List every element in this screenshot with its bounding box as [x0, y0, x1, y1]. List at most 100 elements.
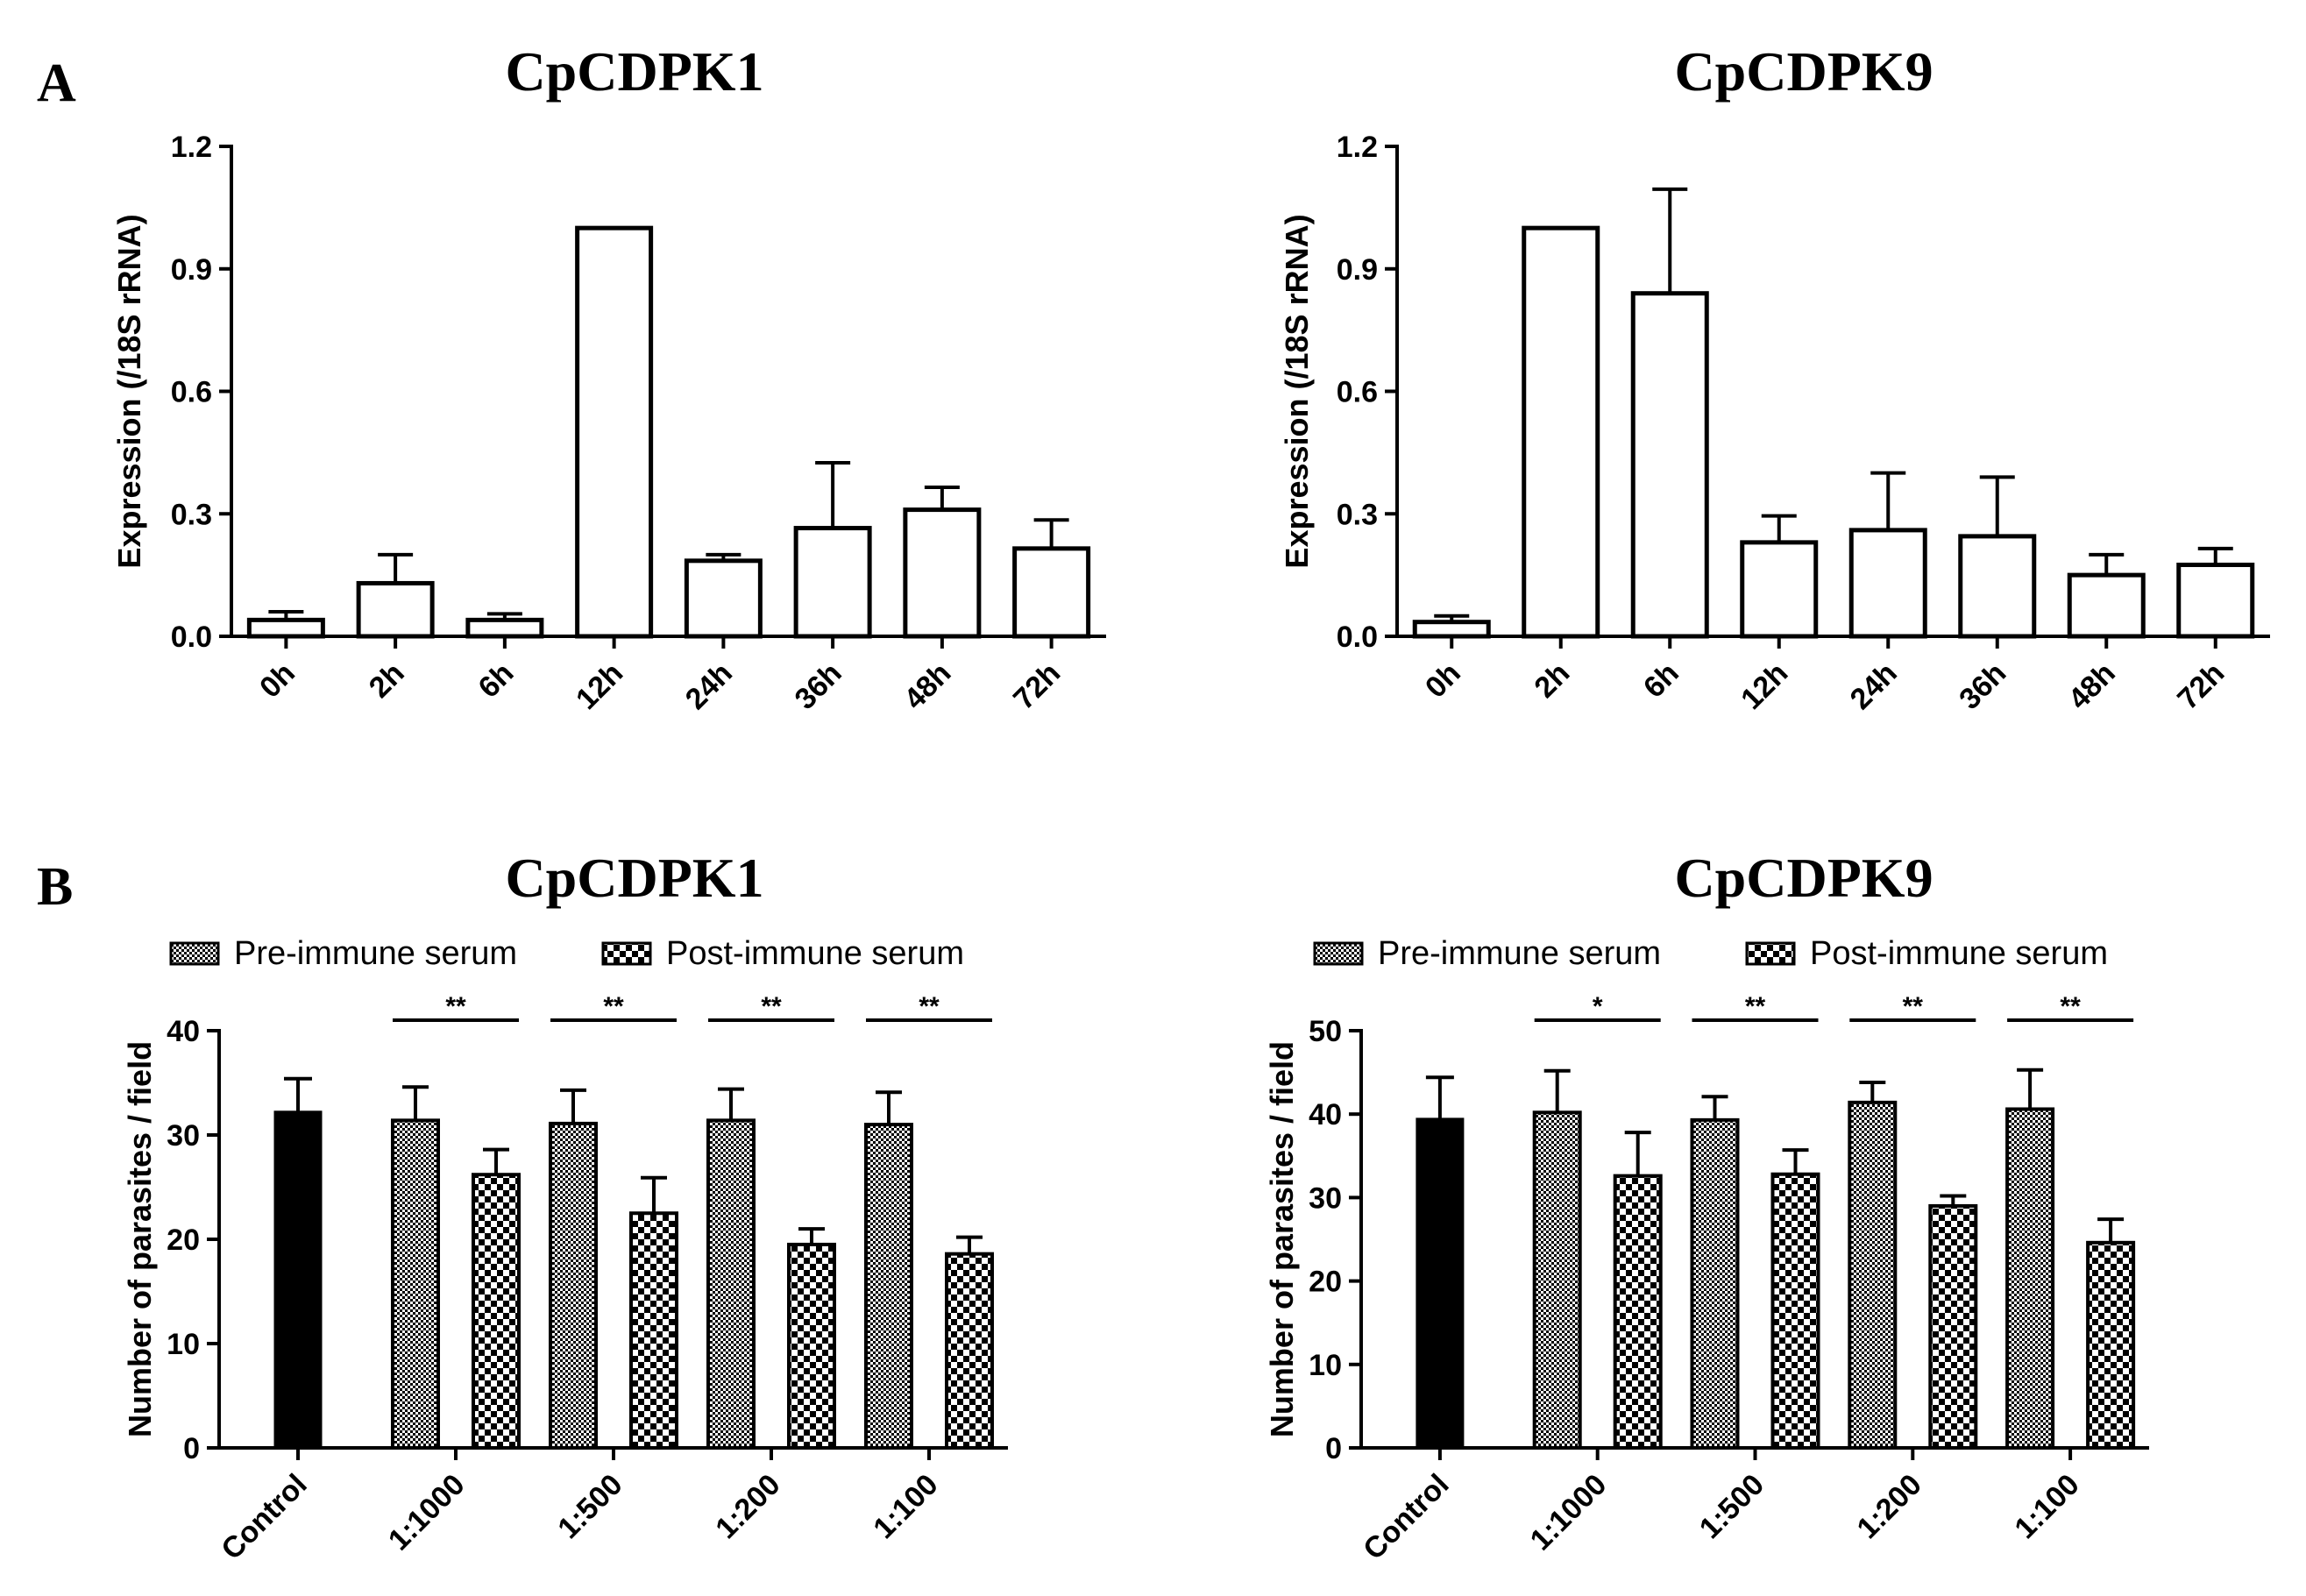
- pre-immune-bar: [549, 1121, 598, 1451]
- y-tick-label: 1.2: [171, 131, 212, 164]
- significance-marker: **: [1745, 992, 1766, 1021]
- x-tick-label: Control: [215, 1468, 313, 1566]
- pre-immune-bar: [1532, 1110, 1582, 1451]
- y-tick-label: 0: [1325, 1432, 1342, 1465]
- y-tick-label: 0.0: [1337, 621, 1378, 654]
- y-axis-label: Expression (/18S rRNA): [1279, 214, 1315, 568]
- x-tick-label: 36h: [1953, 656, 2012, 716]
- x-tick-label: 1:500: [551, 1468, 628, 1545]
- y-tick-label: 1.2: [1337, 131, 1378, 164]
- y-tick-label: 30: [1309, 1181, 1342, 1215]
- chart-title: CpCDPK9: [1674, 847, 1933, 909]
- y-tick-label: 0.3: [1337, 498, 1378, 531]
- x-tick-label: 1:100: [2008, 1468, 2085, 1545]
- y-axis-label: Number of parasites / field: [122, 1041, 158, 1437]
- x-tick-label: 48h: [898, 656, 957, 716]
- pre-immune-bar: [2005, 1107, 2055, 1451]
- pre-immune-bar: [864, 1123, 913, 1450]
- panel-label-b: B: [37, 857, 73, 917]
- x-tick-label: 2h: [363, 656, 411, 705]
- bar: [465, 617, 544, 639]
- y-tick-label: 0.6: [1337, 376, 1378, 409]
- y-axis-label: Number of parasites / field: [1264, 1041, 1300, 1437]
- significance-marker: **: [919, 992, 940, 1021]
- x-tick-label: Control: [1357, 1468, 1455, 1566]
- x-tick-label: 2h: [1528, 656, 1576, 705]
- x-tick-label: 48h: [2062, 656, 2122, 716]
- legend-swatch-post: [1745, 941, 1796, 966]
- pre-immune-bar: [391, 1118, 440, 1450]
- bar: [1412, 620, 1491, 639]
- x-tick-label: 12h: [1735, 656, 1794, 716]
- control-bar: [1416, 1117, 1465, 1450]
- chart-title: CpCDPK1: [505, 847, 763, 909]
- bar: [1522, 225, 1600, 639]
- bar: [684, 558, 763, 639]
- x-tick-label: 12h: [570, 656, 629, 716]
- post-immune-bar: [472, 1173, 521, 1450]
- x-tick-label: 72h: [2171, 656, 2231, 716]
- bar: [356, 580, 435, 639]
- post-immune-bar: [1928, 1203, 1978, 1451]
- y-tick-label: 40: [1309, 1098, 1342, 1131]
- y-tick-label: 50: [1309, 1015, 1342, 1048]
- pre-immune-bar: [1848, 1100, 1898, 1450]
- y-axis-label: Expression (/18S rRNA): [111, 214, 147, 568]
- legend-label-pre: Pre-immune serum: [234, 935, 517, 972]
- y-tick-label: 30: [167, 1119, 200, 1153]
- chart-b1: CpCDPK1 Number of parasites / field 0 10 20 3…: [122, 847, 1008, 1566]
- y-tick-label: 20: [1309, 1266, 1342, 1299]
- control-bar: [273, 1110, 323, 1450]
- bar: [575, 225, 654, 639]
- chart-a1: CpCDPK1 Expression (/18S rRNA) 0.0 0.3 0.6 0.…: [111, 40, 1106, 716]
- bar: [2176, 562, 2255, 639]
- y-tick-label: 0.3: [171, 498, 212, 531]
- chart-title: CpCDPK1: [505, 40, 763, 103]
- x-tick-label: 24h: [679, 656, 739, 716]
- x-tick-label: 6h: [1637, 656, 1685, 705]
- chart-a2: CpCDPK9 Expression (/18S rRNA) 0.0 0.3 0.6 0.…: [1279, 40, 2270, 716]
- bar: [1740, 540, 1819, 639]
- pre-immune-bar: [706, 1118, 756, 1450]
- significance-marker: *: [1593, 992, 1603, 1021]
- bar: [793, 526, 872, 639]
- significance-marker: **: [2060, 992, 2081, 1021]
- y-tick-label: 0: [183, 1432, 200, 1465]
- bar: [1012, 546, 1091, 639]
- bar: [1958, 534, 2037, 639]
- y-tick-label: 0.0: [171, 621, 212, 654]
- x-tick-label: 1:100: [867, 1468, 944, 1545]
- post-immune-bar: [1613, 1174, 1663, 1450]
- y-tick-label: 10: [1309, 1349, 1342, 1382]
- x-tick-label: 0h: [1419, 656, 1467, 705]
- significance-marker: **: [761, 992, 782, 1021]
- chart-b2: CpCDPK9 Number of parasites / field 0 10 20 3…: [1264, 847, 2149, 1566]
- x-tick-label: 24h: [1844, 656, 1904, 716]
- post-immune-bar: [1770, 1172, 1820, 1451]
- y-tick-label: 0.9: [171, 253, 212, 287]
- y-tick-label: 40: [167, 1015, 200, 1048]
- post-immune-bar: [945, 1252, 994, 1451]
- x-tick-label: 0h: [253, 656, 302, 705]
- legend-label-post: Post-immune serum: [1810, 935, 2108, 972]
- significance-marker: **: [603, 992, 624, 1021]
- post-immune-bar: [629, 1211, 678, 1450]
- panel-label-a: A: [37, 53, 76, 113]
- bar: [246, 617, 325, 639]
- y-tick-label: 0.9: [1337, 253, 1378, 287]
- legend-swatch-pre: [1313, 941, 1364, 966]
- legend-label-post: Post-immune serum: [666, 935, 964, 972]
- y-tick-label: 20: [167, 1224, 200, 1257]
- x-tick-label: 72h: [1007, 656, 1067, 716]
- x-tick-label: 1:1000: [1524, 1468, 1614, 1557]
- post-immune-bar: [787, 1242, 836, 1450]
- chart-title: CpCDPK9: [1674, 40, 1933, 103]
- x-tick-label: 1:200: [1851, 1468, 1928, 1545]
- legend-swatch-pre: [169, 941, 220, 966]
- bar: [2067, 572, 2146, 639]
- y-tick-label: 10: [167, 1328, 200, 1361]
- x-tick-label: 1:500: [1693, 1468, 1770, 1545]
- y-tick-label: 0.6: [171, 376, 212, 409]
- pre-immune-bar: [1690, 1117, 1740, 1450]
